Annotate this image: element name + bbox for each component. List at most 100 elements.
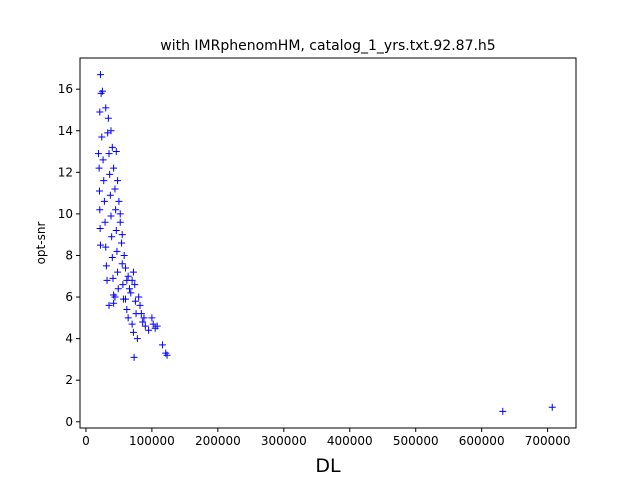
y-tick-label: 8 <box>65 248 73 262</box>
data-point <box>100 177 108 185</box>
data-point <box>128 320 136 328</box>
data-point <box>102 104 110 112</box>
data-point <box>163 351 171 359</box>
data-point <box>118 239 126 247</box>
data-point <box>131 297 139 305</box>
x-tick-label: 400000 <box>327 434 373 448</box>
data-point <box>107 212 115 220</box>
data-point <box>123 306 131 314</box>
data-point <box>102 262 110 270</box>
data-point <box>100 197 108 205</box>
data-point <box>115 197 123 205</box>
y-tick-label: 4 <box>65 332 73 346</box>
data-point <box>108 233 116 241</box>
y-axis-ticks: 0 2 4 6 8 10 12 14 16 <box>58 82 80 429</box>
data-point <box>124 272 132 280</box>
data-point <box>141 322 149 330</box>
data-point <box>106 191 114 199</box>
y-tick-label: 2 <box>65 373 73 387</box>
data-point <box>140 314 148 322</box>
data-point <box>548 403 556 411</box>
data-point <box>95 187 103 195</box>
data-point <box>122 264 130 272</box>
y-axis-label: opt-snr <box>34 222 48 265</box>
data-point <box>114 177 122 185</box>
data-points <box>94 71 556 415</box>
data-point <box>112 206 120 214</box>
data-point <box>109 274 117 282</box>
data-point <box>128 276 136 284</box>
data-point <box>113 247 121 255</box>
data-point <box>106 170 114 178</box>
data-point <box>137 310 145 318</box>
data-point <box>116 210 124 218</box>
data-point <box>103 276 111 284</box>
data-point <box>96 224 104 232</box>
x-tick-label: 100000 <box>129 434 175 448</box>
data-point <box>118 260 126 268</box>
y-tick-label: 16 <box>58 82 73 96</box>
x-axis-ticks: 0 100000 200000 300000 400000 500000 600000 700… <box>82 428 571 448</box>
data-point <box>94 150 102 158</box>
data-point <box>96 108 104 116</box>
axes-frame <box>79 57 577 429</box>
y-tick-label: 12 <box>58 165 73 179</box>
x-tick-label: 300000 <box>261 434 307 448</box>
data-point <box>153 322 161 330</box>
chart-title: with IMRphenomHM, catalog_1_yrs.txt.92.8… <box>160 38 495 54</box>
data-point <box>104 114 112 122</box>
data-point <box>105 301 113 309</box>
x-axis-label: DL <box>315 455 341 477</box>
data-point <box>112 227 120 235</box>
data-point <box>111 293 119 301</box>
x-tick-label: 200000 <box>195 434 241 448</box>
data-point <box>122 295 130 303</box>
y-tick-label: 14 <box>58 124 73 138</box>
data-point <box>96 206 104 214</box>
data-point <box>98 133 106 141</box>
data-point <box>131 281 139 289</box>
y-tick-label: 10 <box>58 207 73 221</box>
data-point <box>120 251 128 259</box>
x-tick-label: 0 <box>82 434 90 448</box>
data-point <box>148 314 156 322</box>
x-tick-label: 700000 <box>525 434 571 448</box>
data-point <box>110 299 118 307</box>
data-point <box>125 285 133 293</box>
data-point <box>135 293 143 301</box>
data-point <box>99 156 107 164</box>
data-point <box>95 164 103 172</box>
data-point <box>114 268 122 276</box>
data-point <box>98 87 106 95</box>
data-point <box>111 185 119 193</box>
data-point <box>96 241 104 249</box>
data-point <box>145 326 153 334</box>
data-point <box>110 164 118 172</box>
data-point <box>96 71 104 79</box>
data-point <box>124 314 132 322</box>
data-point <box>108 254 116 262</box>
x-tick-label: 600000 <box>459 434 505 448</box>
data-point <box>101 218 109 226</box>
data-point <box>130 353 138 361</box>
data-point <box>136 301 144 309</box>
data-point <box>105 150 113 158</box>
data-point <box>116 218 124 226</box>
y-tick-label: 0 <box>65 415 73 429</box>
data-point <box>149 320 157 328</box>
data-point <box>158 341 166 349</box>
data-point <box>139 318 147 326</box>
x-tick-label: 500000 <box>393 434 439 448</box>
data-point <box>108 143 116 151</box>
data-point <box>107 127 115 135</box>
data-point <box>118 231 126 239</box>
data-point <box>102 243 110 251</box>
y-tick-label: 6 <box>65 290 73 304</box>
data-point <box>133 335 141 343</box>
data-point <box>114 285 122 293</box>
data-point <box>499 407 507 415</box>
data-point <box>119 281 127 289</box>
data-point <box>129 268 137 276</box>
